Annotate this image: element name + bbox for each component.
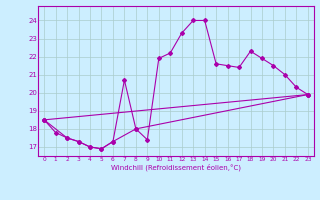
- X-axis label: Windchill (Refroidissement éolien,°C): Windchill (Refroidissement éolien,°C): [111, 164, 241, 171]
